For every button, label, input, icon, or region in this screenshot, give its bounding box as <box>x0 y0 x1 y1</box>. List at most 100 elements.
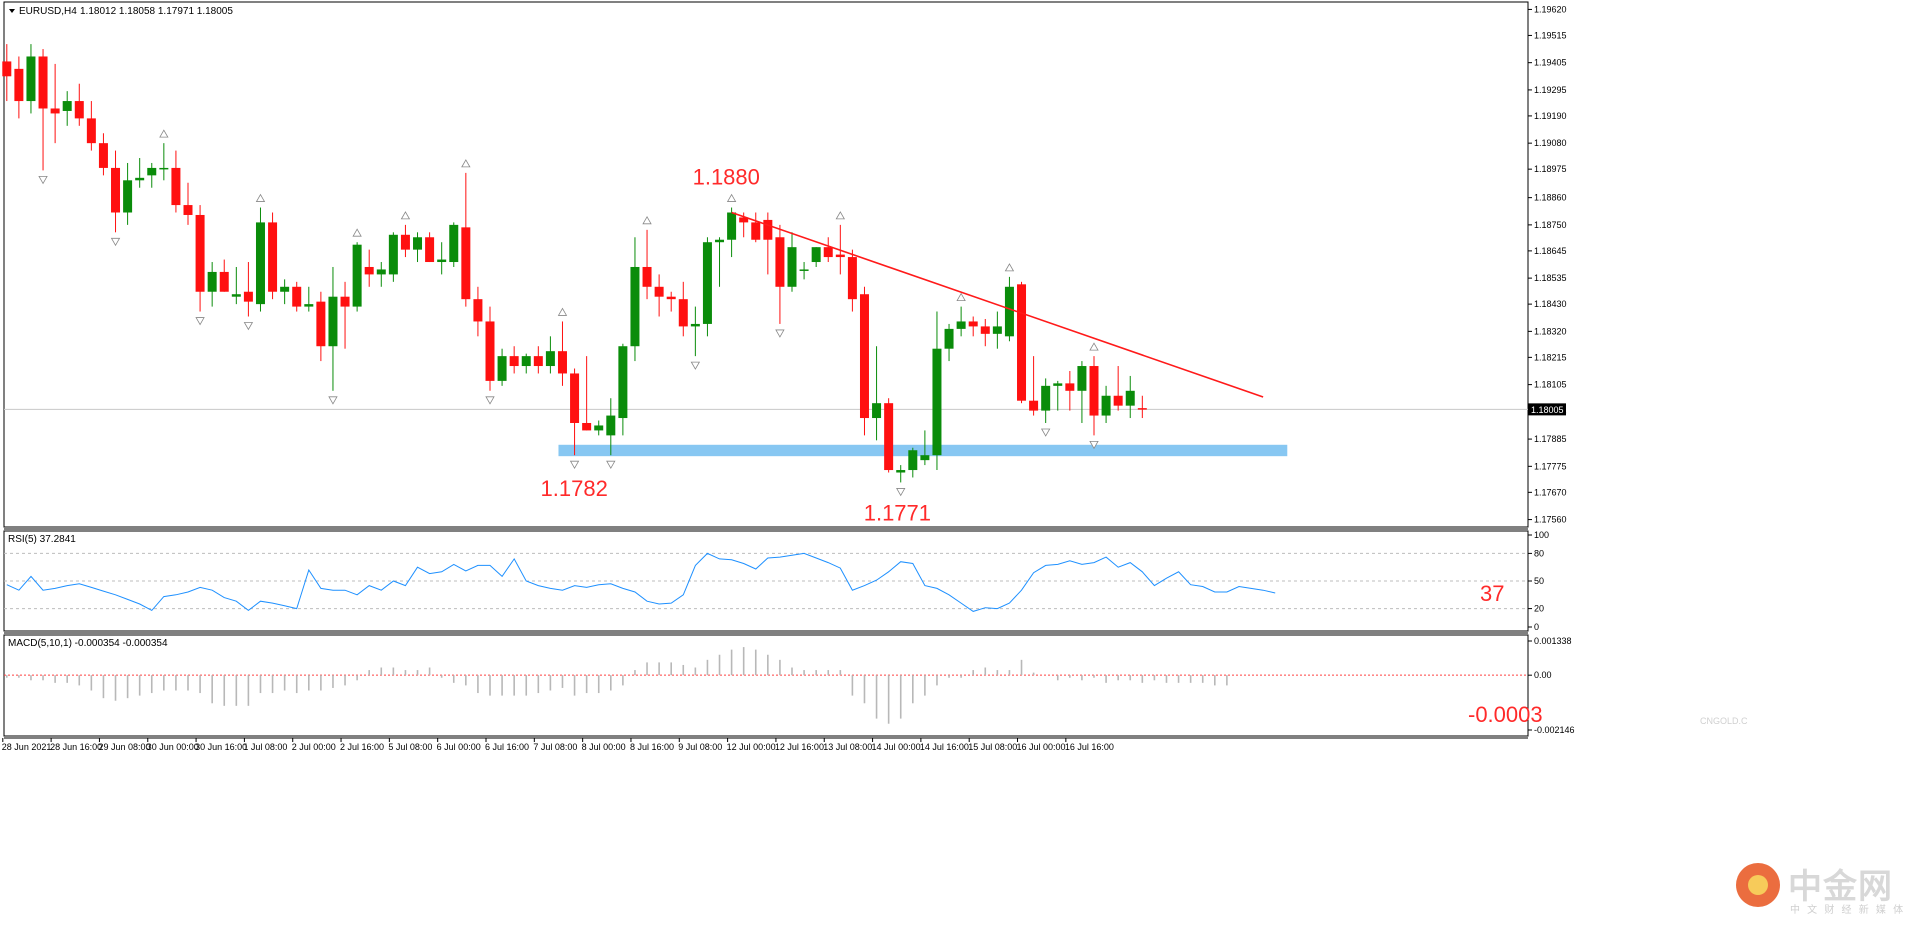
candle-body <box>2 61 12 77</box>
candle-body <box>1065 383 1075 391</box>
candle-body <box>557 351 567 374</box>
candle-body <box>1041 385 1051 411</box>
ohlc-label: 1.18012 1.18058 1.17971 1.18005 <box>80 6 233 17</box>
fractal-down-arrow <box>38 175 48 185</box>
fractal-down-arrow <box>775 329 785 338</box>
candle-body <box>920 455 930 461</box>
time-tick-label: 14 Jul 16:00 <box>920 742 969 752</box>
candle-body <box>255 222 265 305</box>
watermark-title: 中金网 <box>1788 867 1893 907</box>
watermark-subtitle: 中 文 财 经 新 媒 体 <box>1790 905 1906 916</box>
price-tick-label: 1.19515 <box>1534 30 1567 40</box>
candle-body <box>316 301 326 347</box>
fractal-down-arrow <box>110 237 121 247</box>
fractal-down-arrow <box>690 361 701 370</box>
candle-body <box>135 177 145 181</box>
candle-body <box>570 373 580 423</box>
price-tick-label: 1.18105 <box>1534 380 1567 390</box>
candle-body <box>231 294 241 297</box>
candle-body <box>594 425 604 431</box>
price-tick-label: 1.18320 <box>1534 326 1567 336</box>
candle-body <box>207 271 217 292</box>
rsi-header-label: RSI(5) 37.2841 <box>8 534 76 545</box>
price-tick-label: 1.17775 <box>1534 461 1567 471</box>
candle-body <box>461 227 471 300</box>
candle-body <box>896 470 906 473</box>
price-tick-label: 1.19405 <box>1534 58 1567 68</box>
price-tick-label: 1.19620 <box>1534 4 1567 14</box>
time-tick-label: 9 Jul 08:00 <box>678 742 722 752</box>
candle-body <box>1101 395 1111 416</box>
candle-body <box>884 403 894 471</box>
candle-body <box>437 259 447 263</box>
rsi-line <box>6 552 1276 612</box>
time-tick-label: 16 Jul 16:00 <box>1065 742 1114 752</box>
candle-body <box>328 296 338 347</box>
candle-body <box>968 321 978 327</box>
candle-body <box>775 237 785 287</box>
candle-body <box>702 242 712 324</box>
time-tick-label: 16 Jul 00:00 <box>1017 742 1066 752</box>
fractal-up-arrow <box>956 292 966 301</box>
candle-body <box>847 257 857 300</box>
watermark: 中金网 中 文 财 经 新 媒 体 <box>1736 857 1906 917</box>
time-tick-label: 2 Jul 00:00 <box>292 742 336 752</box>
candle-body <box>400 234 410 250</box>
candle-body <box>932 348 942 456</box>
watermark-logo-icon <box>1736 863 1780 907</box>
price-tick-label: 1.18975 <box>1534 164 1567 174</box>
rsi-tick-label: 50 <box>1534 576 1544 586</box>
current-price-marker <box>1528 403 1566 416</box>
candle-body <box>171 167 181 206</box>
time-tick-label: 12 Jul 00:00 <box>727 742 776 752</box>
time-tick-label: 12 Jul 16:00 <box>775 742 824 752</box>
fractal-up-arrow <box>1004 263 1015 272</box>
swing-low-label: 1.1771 <box>864 500 931 525</box>
time-tick-label: 29 Jun 08:00 <box>98 742 150 752</box>
candle-body <box>1089 366 1099 416</box>
price-tick-label: 1.18750 <box>1534 220 1567 230</box>
price-tick-label: 1.17560 <box>1534 515 1567 525</box>
descending-trendline <box>731 211 1264 398</box>
candle-body <box>618 346 628 419</box>
candle-body <box>98 143 108 168</box>
time-tick-label: 6 Jul 16:00 <box>485 742 529 752</box>
candle-body <box>872 403 882 419</box>
candle-body <box>835 254 845 258</box>
fractal-up-arrow <box>352 228 362 237</box>
fractal-up-arrow <box>835 211 846 220</box>
candle-body <box>799 269 809 271</box>
candle-body <box>944 328 954 349</box>
time-tick-label: 30 Jun 00:00 <box>147 742 199 752</box>
time-tick-label: 8 Jul 00:00 <box>582 742 626 752</box>
fractal-down-arrow <box>606 460 616 469</box>
candle-body <box>413 237 423 250</box>
candle-body <box>38 56 48 109</box>
rsi-tick-label: 20 <box>1534 604 1544 614</box>
chart-menu-triangle-icon <box>9 9 15 13</box>
candle-body <box>364 266 374 275</box>
price-tick-label: 1.18215 <box>1534 352 1567 362</box>
fractal-up-arrow <box>461 159 471 168</box>
fractal-down-arrow <box>569 460 580 469</box>
fractal-up-arrow <box>726 193 737 202</box>
support-zone <box>558 444 1288 457</box>
candle-body <box>992 326 1002 334</box>
candle-body <box>630 266 640 347</box>
rsi-tick-label: 100 <box>1534 530 1549 540</box>
candle-body <box>111 167 121 213</box>
candle-body <box>1004 286 1014 337</box>
candle-body <box>642 266 652 287</box>
candle-body <box>425 237 435 263</box>
fractal-down-arrow <box>896 488 906 497</box>
macd-tick-label: 0.001338 <box>1534 636 1572 646</box>
candle-body <box>533 356 543 367</box>
candle-body <box>292 286 302 307</box>
candle-body <box>183 205 193 215</box>
fractal-down-arrow <box>243 322 254 331</box>
time-tick-label: 30 Jun 16:00 <box>195 742 247 752</box>
candle-body <box>376 269 386 275</box>
candle-body <box>280 286 290 292</box>
